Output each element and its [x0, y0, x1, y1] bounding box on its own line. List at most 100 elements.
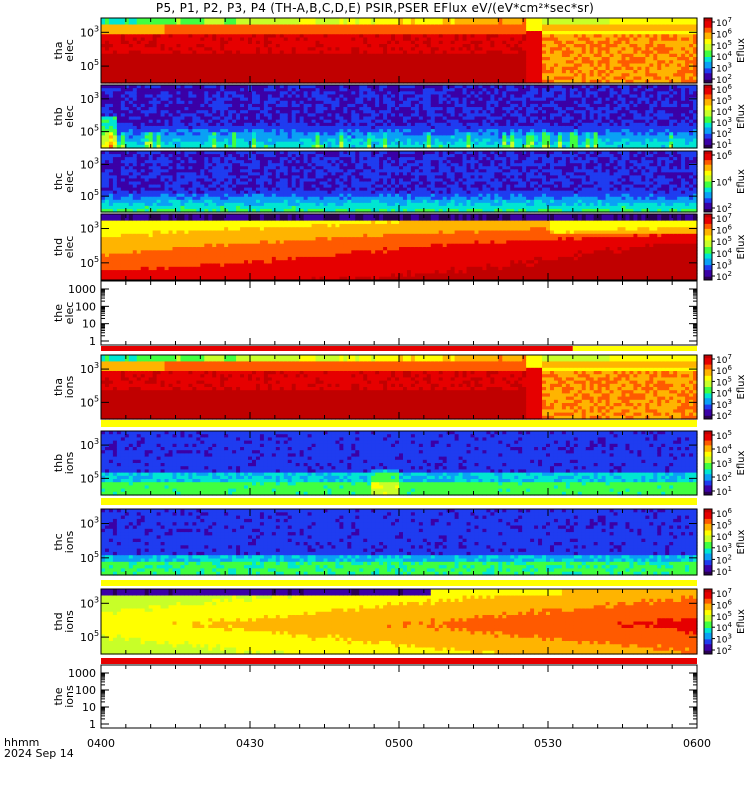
spectrogram-cell	[633, 79, 638, 84]
spectrogram-cell	[112, 110, 118, 114]
spectrogram-cell	[621, 76, 627, 81]
spectrogram-cell	[267, 79, 273, 84]
spectrogram-cell	[430, 76, 436, 81]
spectrogram-cell	[621, 31, 627, 35]
spectrogram-cell	[355, 34, 360, 39]
spectrogram-cell	[311, 44, 317, 48]
spectrogram-cell	[172, 63, 178, 68]
spectrogram-cell	[649, 79, 654, 84]
spectrogram-cell	[577, 18, 583, 22]
spectrogram-cell	[164, 97, 170, 102]
spectrogram-cell	[522, 57, 527, 61]
spectrogram-cell	[132, 107, 138, 111]
spectrogram-cell	[351, 66, 356, 71]
spectrogram-cell	[240, 53, 245, 58]
spectrogram-cell	[132, 122, 138, 127]
spectrogram-cell	[657, 53, 662, 58]
spectrogram-cell	[299, 57, 305, 61]
spectrogram-cell	[116, 24, 122, 29]
spectrogram-cell	[172, 50, 178, 55]
spectrogram-cell	[553, 63, 559, 68]
spectrogram-cell	[196, 24, 201, 29]
spectrogram-cell	[224, 57, 229, 61]
spectrogram-cell	[180, 73, 186, 78]
spectrogram-cell	[466, 60, 472, 65]
spectrogram-cell	[339, 27, 344, 32]
spectrogram-cell	[140, 47, 146, 52]
spectrogram-cell	[482, 76, 488, 81]
spectrogram-cell	[561, 27, 567, 32]
spectrogram-cell	[271, 63, 277, 68]
spectrogram-cell	[212, 76, 217, 81]
spectrogram-cell	[248, 34, 253, 39]
spectrogram-cell	[220, 31, 225, 35]
colorbar-segment	[704, 55, 712, 58]
spectrogram-cell	[104, 66, 110, 71]
spectrogram-cell	[184, 79, 190, 84]
spectrogram-cell	[526, 66, 531, 71]
spectrogram-cell	[101, 116, 106, 121]
spectrogram-cell	[140, 50, 146, 55]
spectrogram-cell	[565, 76, 571, 81]
spectrogram-cell	[438, 73, 444, 78]
spectrogram-cell	[168, 63, 174, 68]
spectrogram-cell	[283, 18, 289, 22]
spectrogram-cell	[200, 34, 205, 39]
spectrogram-cell	[176, 57, 182, 61]
spectrogram-cell	[677, 24, 682, 29]
spectrogram-cell	[275, 34, 281, 39]
spectrogram-cell	[383, 47, 388, 52]
spectrogram-cell	[140, 37, 146, 42]
spectrogram-cell	[406, 70, 412, 74]
spectrogram-cell	[160, 141, 166, 146]
spectrogram-cell	[625, 24, 631, 29]
spectrogram-cell	[669, 18, 674, 22]
spectrogram-cell	[283, 53, 289, 58]
spectrogram-cell	[605, 53, 611, 58]
spectrogram-cell	[132, 129, 138, 133]
spectrogram-cell	[442, 34, 448, 39]
spectrogram-cell	[140, 76, 146, 81]
spectrogram-cell	[120, 70, 126, 74]
spectrogram-cell	[581, 21, 587, 26]
spectrogram-cell	[112, 18, 118, 22]
spectrogram-cell	[681, 40, 686, 45]
spectrogram-cell	[319, 66, 325, 71]
spectrogram-cell	[518, 21, 523, 26]
spectrogram-cell	[450, 37, 456, 42]
spectrogram-cell	[200, 63, 205, 68]
spectrogram-cell	[176, 44, 182, 48]
spectrogram-cell	[669, 47, 674, 52]
spectrogram-cell	[120, 88, 126, 92]
spectrogram-cell	[164, 122, 170, 127]
spectrogram-cell	[621, 79, 627, 84]
spectrogram-cell	[295, 24, 301, 29]
spectrogram-cell	[657, 18, 662, 22]
spectrogram-cell	[220, 76, 225, 81]
spectrogram-cell	[319, 44, 325, 48]
spectrogram-cell	[557, 63, 563, 68]
spectrogram-cell	[180, 44, 186, 48]
spectrogram-cell	[303, 79, 309, 84]
spectrogram-cell	[442, 66, 448, 71]
spectrogram-cell	[168, 91, 174, 96]
spectrogram-cell	[224, 44, 229, 48]
spectrogram-cell	[534, 27, 539, 32]
spectrogram-cell	[414, 50, 420, 55]
spectrogram-cell	[204, 18, 209, 22]
tha-elec-ytick-label: 103	[80, 24, 99, 39]
spectrogram-cell	[402, 31, 408, 35]
spectrogram-cell	[148, 122, 154, 127]
spectrogram-cell	[402, 57, 408, 61]
spectrogram-cell	[454, 44, 460, 48]
spectrogram-cell	[267, 47, 273, 52]
spectrogram-cell	[311, 73, 317, 78]
spectrogram-cell	[168, 44, 174, 48]
spectrogram-cell	[351, 76, 356, 81]
spectrogram-cell	[212, 47, 217, 52]
spectrogram-cell	[371, 37, 376, 42]
colorbar-segment	[704, 53, 712, 56]
spectrogram-cell	[379, 34, 384, 39]
spectrogram-cell	[323, 63, 329, 68]
spectrogram-cell	[168, 21, 174, 26]
